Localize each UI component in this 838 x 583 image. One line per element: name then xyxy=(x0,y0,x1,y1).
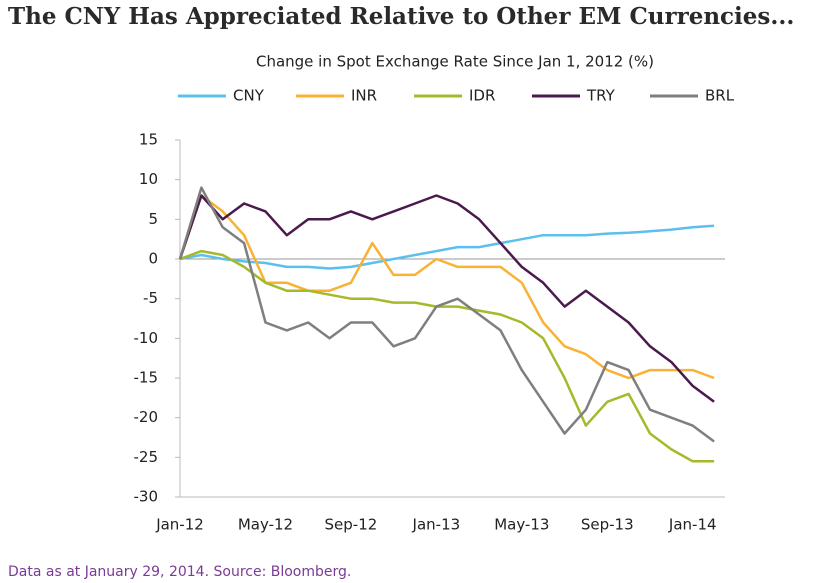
series-line xyxy=(179,249,715,463)
y-tick-label: -30 xyxy=(134,488,159,506)
chart-note: Data as at January 29, 2014. Source: Blo… xyxy=(8,564,351,580)
series-line xyxy=(178,194,715,403)
legend-label: BRL xyxy=(705,87,735,105)
y-tick-label: 5 xyxy=(148,210,158,228)
x-tick-label: Jan-13 xyxy=(412,516,461,534)
chart-title: The CNY Has Appreciated Relative to Othe… xyxy=(8,3,794,30)
x-tick-label: May-12 xyxy=(238,516,293,534)
chart-subtitle: Change in Spot Exchange Rate Since Jan 1… xyxy=(256,53,654,71)
legend-label: IDR xyxy=(469,87,495,105)
x-tick-label: Jan-12 xyxy=(155,516,204,534)
x-tick-label: Sep-12 xyxy=(325,516,378,534)
series-line xyxy=(178,186,715,443)
legend-label: CNY xyxy=(233,87,265,105)
y-tick-label: -15 xyxy=(134,369,159,387)
x-tick-label: Jan-14 xyxy=(668,516,717,534)
series-line xyxy=(178,194,715,380)
y-tick-label: 0 xyxy=(148,250,158,268)
y-tick-label: -20 xyxy=(134,408,159,426)
y-tick-label: -5 xyxy=(143,289,158,307)
y-tick-label: -25 xyxy=(134,448,159,466)
x-tick-label: May-13 xyxy=(494,516,549,534)
y-tick-label: 10 xyxy=(139,170,158,188)
y-tick-label: 15 xyxy=(139,131,158,149)
series-line xyxy=(179,224,715,270)
y-tick-label: -10 xyxy=(134,329,159,347)
legend-label: INR xyxy=(351,87,377,105)
x-tick-label: Sep-13 xyxy=(581,516,634,534)
legend-label: TRY xyxy=(586,87,616,105)
